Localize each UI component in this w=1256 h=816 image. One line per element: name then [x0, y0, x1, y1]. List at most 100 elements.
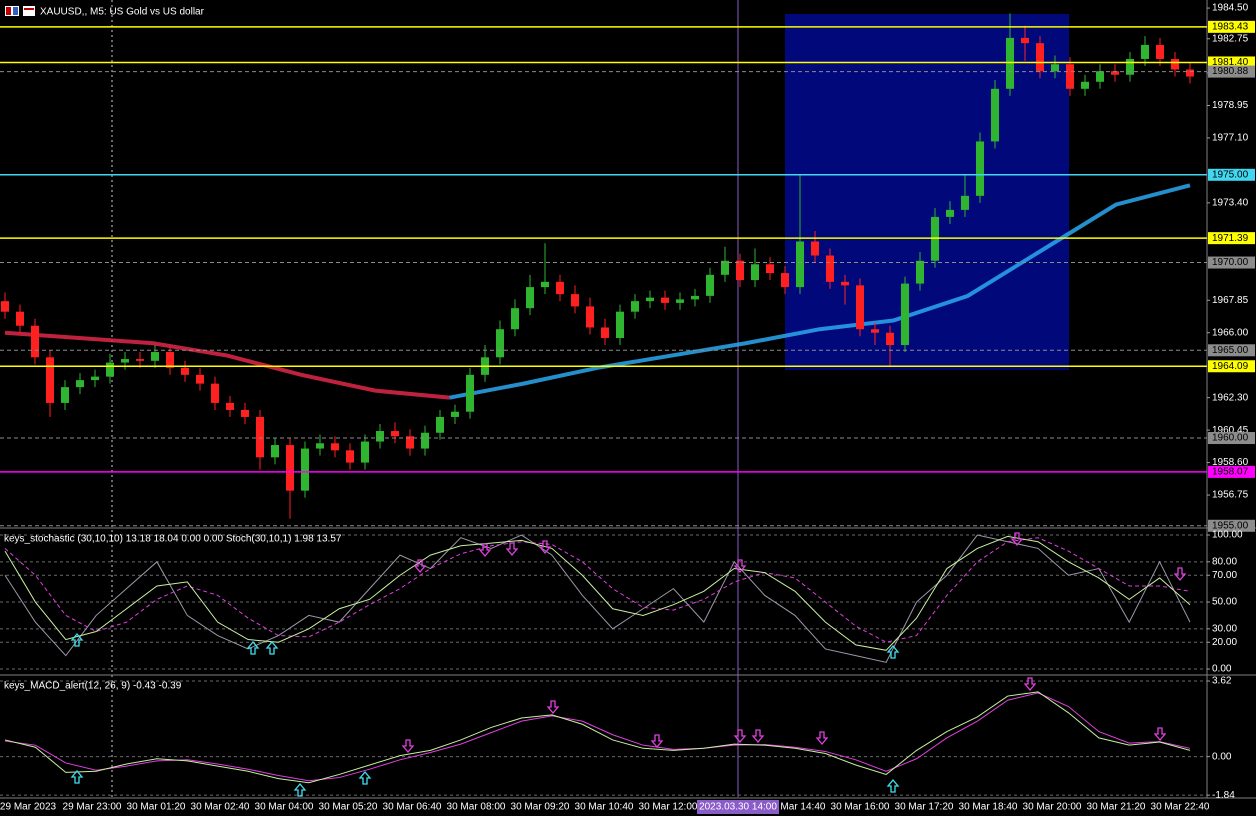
- background: [0, 0, 1256, 799]
- up-arrow: [70, 632, 900, 797]
- candle-body: [526, 287, 534, 309]
- indicator-line: [4, 692, 1191, 782]
- candle-body: [781, 273, 789, 288]
- candle-body: [1081, 81, 1089, 89]
- candle-body: [976, 141, 984, 196]
- candle-body: [1096, 71, 1104, 82]
- candle-body: [271, 445, 279, 458]
- y-tick-label: 1967.85: [1212, 295, 1249, 306]
- candle-body: [16, 311, 24, 326]
- candle-body: [76, 380, 84, 388]
- candle-body: [391, 431, 399, 437]
- candle-body: [181, 367, 189, 375]
- candle-body: [796, 241, 804, 288]
- candle-body: [286, 445, 294, 491]
- candle-body: [151, 352, 159, 361]
- plot-layer: [0, 13, 1207, 796]
- candle-body: [406, 436, 414, 449]
- price-level-label: 1955.00: [1212, 520, 1249, 531]
- y-tick-label: 1984.50: [1212, 3, 1249, 14]
- candle-body: [421, 432, 429, 449]
- y-tick-label: 70.00: [1212, 570, 1237, 581]
- candle-body: [1141, 44, 1149, 59]
- icon-box: [5, 6, 19, 16]
- price-level-label: 1970.00: [1212, 257, 1249, 268]
- y-tick-label: 3.62: [1212, 676, 1232, 687]
- icon-part: [6, 7, 11, 15]
- x-tick-label: 30 Mar 02:40: [191, 802, 250, 813]
- highlight-zone: [785, 14, 1069, 370]
- candle-body: [256, 416, 264, 458]
- price-level-tag: [1208, 20, 1255, 33]
- candle-body: [316, 443, 324, 449]
- candle-body: [871, 329, 879, 333]
- candle-body: [61, 387, 69, 403]
- y-tick-label: 1962.30: [1212, 392, 1249, 403]
- price-level-tag: [1208, 432, 1255, 445]
- candle-body: [136, 359, 144, 361]
- candle-body: [736, 260, 744, 281]
- candle-body: [496, 329, 504, 358]
- candle-body: [661, 297, 669, 303]
- y-tick-label: 0.00: [1212, 751, 1232, 762]
- price-level-label: 1980.88: [1212, 66, 1249, 77]
- x-tick-label: 30 Mar 10:40: [575, 802, 634, 813]
- x-tick-label: 29 Mar 23:00: [63, 802, 122, 813]
- candle-body: [241, 409, 249, 417]
- candle-body: [1021, 37, 1029, 44]
- candle-body: [571, 294, 579, 307]
- candle-body: [541, 281, 549, 288]
- price-level-label: 1971.39: [1212, 233, 1249, 244]
- candle-body: [721, 260, 729, 275]
- moving-average: [4, 330, 450, 400]
- candle-body: [211, 383, 219, 403]
- price-level-label: 1975.00: [1212, 169, 1249, 180]
- candle-body: [1171, 58, 1179, 70]
- up-arrows: [70, 632, 900, 797]
- candle-body: [916, 260, 924, 284]
- y-tick-label: 80.00: [1212, 556, 1237, 567]
- candle-body: [586, 306, 594, 328]
- candle-body: [166, 352, 174, 368]
- candle-body: [226, 402, 234, 410]
- candle-body: [436, 416, 444, 433]
- price-level-label: 1964.09: [1212, 361, 1249, 372]
- x-tick-label: 30 Mar 22:40: [1151, 802, 1210, 813]
- candle-body: [1186, 69, 1194, 77]
- x-tick-label: 30 Mar 21:20: [1087, 802, 1146, 813]
- candle-body: [901, 283, 909, 346]
- candle-body: [91, 376, 99, 381]
- candle-body: [1006, 37, 1014, 89]
- candle-body: [706, 274, 714, 296]
- x-tick-label: 29 Mar 2023: [0, 802, 57, 813]
- candle-body: [1036, 43, 1044, 72]
- candle-body: [346, 450, 354, 463]
- x-tick-label: 30 Mar 12:00: [639, 802, 698, 813]
- y-tick-label: 0.00: [1212, 664, 1232, 675]
- candle-body: [1066, 64, 1074, 89]
- candle-body: [751, 264, 759, 281]
- price-level-tag: [1208, 344, 1255, 357]
- y-tick-label: 1978.95: [1212, 100, 1249, 111]
- candle-body: [106, 362, 114, 377]
- price-level-tag: [1208, 168, 1255, 181]
- candle-body: [451, 411, 459, 417]
- candle-body: [946, 209, 954, 217]
- candle-body: [1051, 64, 1059, 72]
- y-tick-label: 1982.75: [1212, 33, 1249, 44]
- candle-body: [1126, 58, 1134, 75]
- candle-body: [646, 297, 654, 302]
- x-tick-label: 30 Mar 05:20: [319, 802, 378, 813]
- indicator-line: [4, 535, 1191, 651]
- candle-body: [766, 264, 774, 274]
- candle-body: [466, 374, 474, 412]
- icon-box: [23, 6, 35, 16]
- x-tick-label: 30 Mar 14:40: [767, 802, 826, 813]
- x-tick-label: 30 Mar 09:20: [511, 802, 570, 813]
- y-tick-label: 1973.40: [1212, 198, 1249, 209]
- price-level-label: 1960.00: [1212, 433, 1249, 444]
- y-tick-label: 20.00: [1212, 637, 1237, 648]
- indicator-line: [4, 534, 1191, 663]
- candle-body: [511, 308, 519, 330]
